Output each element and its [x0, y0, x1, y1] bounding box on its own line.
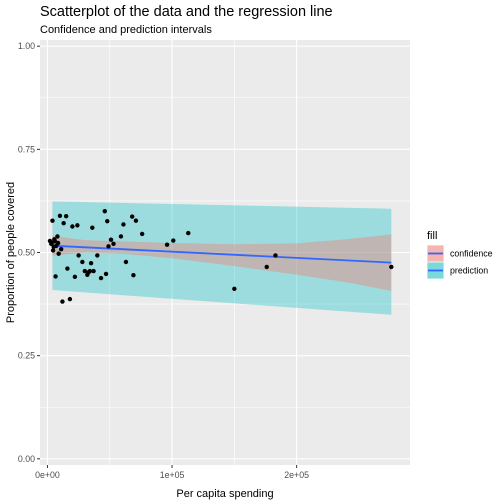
- data-point: [106, 244, 110, 248]
- data-point: [130, 214, 134, 218]
- data-point: [171, 238, 175, 242]
- legend: fill confidence prediction: [427, 230, 493, 279]
- data-point: [51, 248, 55, 252]
- y-tick-label: 1.00: [18, 41, 35, 51]
- data-point: [58, 214, 62, 218]
- data-point: [99, 276, 103, 280]
- data-point: [124, 260, 128, 264]
- data-point: [50, 219, 54, 223]
- x-axis-title: Per capita spending: [176, 488, 273, 500]
- x-tick-label: 0e+00: [35, 470, 60, 480]
- data-point: [75, 223, 79, 227]
- data-point: [56, 252, 60, 256]
- data-point: [65, 266, 69, 270]
- chart-subtitle: Confidence and prediction intervals: [40, 24, 212, 36]
- y-tick-label: 0.75: [18, 144, 35, 154]
- y-axis-title: Proportion of people covered: [5, 182, 17, 323]
- data-point: [111, 242, 115, 246]
- legend-title: fill: [427, 230, 437, 242]
- data-point: [89, 261, 93, 265]
- data-point: [109, 238, 113, 242]
- data-point: [232, 287, 236, 291]
- x-tick-label: 1e+05: [160, 470, 185, 480]
- data-point: [73, 275, 77, 279]
- data-point: [83, 269, 87, 273]
- y-tick-label: 0.25: [18, 351, 35, 361]
- data-point: [186, 231, 190, 235]
- y-tick-label: 0.00: [18, 454, 35, 464]
- data-point: [68, 297, 72, 301]
- data-point: [80, 260, 84, 264]
- data-point: [165, 242, 169, 246]
- data-point: [59, 247, 63, 251]
- data-point: [56, 241, 60, 245]
- data-point: [76, 253, 80, 257]
- x-tick-label: 2e+05: [284, 470, 309, 480]
- data-point: [61, 221, 65, 225]
- data-point: [131, 273, 135, 277]
- y-axis-ticks: 0.00 0.25 0.50 0.75 1.00: [18, 41, 40, 464]
- legend-label: prediction: [450, 266, 488, 276]
- data-point: [60, 299, 64, 303]
- data-point: [119, 234, 123, 238]
- data-point: [134, 219, 138, 223]
- y-tick-label: 0.50: [18, 248, 35, 258]
- data-point: [90, 226, 94, 230]
- chart-title: Scatterplot of the data and the regressi…: [40, 4, 333, 20]
- data-point: [95, 253, 99, 257]
- legend-label: confidence: [450, 249, 493, 259]
- x-axis-ticks: 0e+00 1e+05 2e+05: [35, 465, 309, 480]
- data-point: [64, 214, 68, 218]
- data-point: [140, 232, 144, 236]
- data-point: [103, 209, 107, 213]
- data-point: [104, 272, 108, 276]
- data-point: [265, 265, 269, 269]
- data-point: [273, 253, 277, 257]
- data-point: [121, 222, 125, 226]
- data-point: [55, 234, 59, 238]
- data-point: [389, 265, 393, 269]
- data-point: [70, 224, 74, 228]
- data-point: [91, 269, 95, 273]
- data-point: [105, 219, 109, 223]
- data-point: [53, 274, 57, 278]
